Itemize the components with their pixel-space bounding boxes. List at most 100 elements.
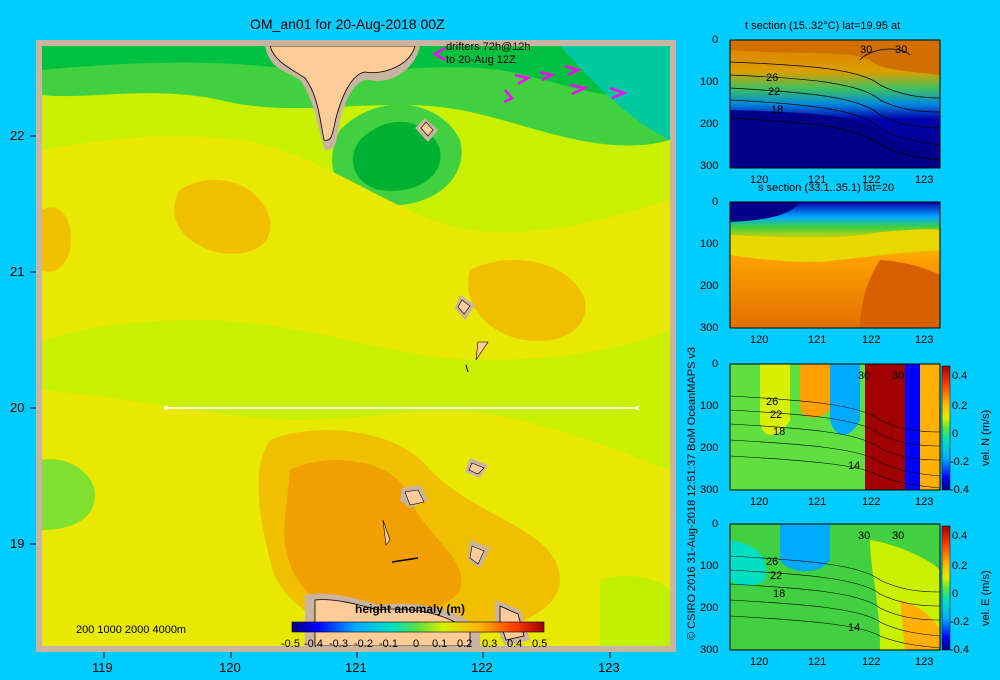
contour-label: 26	[766, 72, 779, 84]
panel-y-tick: 300	[700, 322, 719, 334]
panel-y-tick: 200	[700, 118, 719, 130]
contour-label: 30	[895, 44, 908, 56]
colorbar-tick: -0.1	[379, 638, 398, 650]
map-y-tick: 19	[10, 536, 25, 551]
vel-n-colorbar-tick: 0	[952, 428, 959, 440]
vel-n-colorbar	[941, 365, 951, 491]
panel-x-tick: 122	[862, 656, 881, 668]
panel-y-tick: 100	[700, 76, 719, 88]
contour-label: 18	[771, 104, 784, 116]
panel-x-tick: 123	[915, 656, 934, 668]
colorbar-tick: 0.1	[432, 638, 448, 650]
s-section-title: s section (33.1..35.1) lat=20	[758, 182, 895, 194]
vel-n-colorbar-tick: -0.2	[950, 456, 969, 468]
contour-label: 30	[892, 370, 905, 382]
map-x-tick: 120	[219, 660, 241, 675]
panel-y-tick: 0	[712, 196, 719, 208]
colorbar-tick: 0.2	[457, 638, 473, 650]
map-ticks	[30, 135, 611, 658]
vel-e-colorbar-tick: 0	[952, 588, 959, 600]
panel-x-tick: 122	[862, 496, 881, 508]
vel-n-colorbar-tick: 0.2	[952, 400, 968, 412]
contour-label: 30	[858, 530, 871, 542]
s-section-panel	[729, 201, 941, 329]
panel-x-tick: 123	[915, 174, 934, 186]
panel-x-tick: 121	[808, 334, 827, 346]
colorbar-tick: 0.4	[507, 638, 523, 650]
colorbar-tick: -0.2	[354, 638, 373, 650]
vel-e-colorbar-tick: 0.2	[952, 560, 968, 572]
t-section-panel	[729, 39, 941, 169]
contour-label: 30	[858, 370, 871, 382]
map-x-tick: 119	[92, 660, 113, 675]
panel-x-tick: 123	[915, 334, 934, 346]
map-y-tick: 20	[10, 400, 25, 415]
panel-x-tick: 120	[750, 496, 769, 508]
panel-x-tick: 120	[750, 174, 769, 186]
contour-label: 30	[892, 530, 905, 542]
height-anomaly-colorbar	[291, 621, 545, 633]
contour-label: 14	[848, 460, 861, 472]
colorbar-tick: -0.3	[329, 638, 348, 650]
contour-label: 26	[766, 396, 779, 408]
map-y-tick: 22	[10, 128, 25, 143]
panel-y-tick: 300	[700, 160, 719, 172]
map-y-tick: 21	[10, 264, 25, 279]
contour-label: 14	[848, 622, 861, 634]
panel-y-tick: 100	[700, 560, 719, 572]
map-x-tick: 121	[345, 660, 367, 675]
depth-legend: 200 1000 2000 4000m	[76, 624, 187, 636]
t-section-title: t section (15..32°C) lat=19.95 at	[745, 20, 901, 32]
panel-y-tick: 0	[712, 518, 719, 530]
colorbar-tick: -0.5	[281, 638, 300, 650]
contour-label: 22	[770, 409, 783, 421]
panel-y-tick: 100	[700, 400, 719, 412]
vel-n-colorbar-tick: -0.4	[950, 484, 969, 496]
vel-n-colorbar-tick: 0.4	[952, 370, 968, 382]
height-anomaly-field	[42, 46, 670, 646]
drifter-label: drifters 72h@12h	[446, 41, 531, 53]
contour-label: 22	[768, 86, 781, 98]
colorbar-tick: 0	[413, 638, 420, 650]
map-title: OM_an01 for 20-Aug-2018 00Z	[250, 16, 445, 32]
panel-x-tick: 121	[808, 656, 827, 668]
map-panel	[30, 40, 676, 658]
vel-e-section-panel	[729, 523, 951, 651]
panel-y-tick: 300	[700, 484, 719, 496]
vel-e-colorbar	[941, 525, 951, 651]
vel-e-colorbar-tick: 0.4	[952, 530, 968, 542]
panel-y-tick: 200	[700, 280, 719, 292]
vel-n-section-panel	[729, 363, 951, 491]
panel-y-tick: 0	[712, 358, 719, 370]
contour-label: 22	[770, 570, 783, 582]
panel-x-tick: 123	[915, 496, 934, 508]
colorbar-tick: 0.5	[532, 638, 548, 650]
panel-x-tick: 122	[862, 334, 881, 346]
panel-x-tick: 120	[750, 334, 769, 346]
contour-label: 18	[773, 588, 786, 600]
map-x-tick: 122	[471, 660, 493, 675]
map-x-tick: 123	[598, 660, 620, 675]
contour-label: 30	[860, 44, 873, 56]
panel-x-tick: 120	[750, 656, 769, 668]
contour-label: 26	[766, 556, 779, 568]
credit-text: © CSIRO 2016 31-Aug-2018 12:51:37 BoM Oc…	[686, 346, 698, 640]
vel-e-colorbar-label: vel. E (m/s)	[980, 570, 992, 626]
panel-y-tick: 200	[700, 602, 719, 614]
panel-y-tick: 200	[700, 442, 719, 454]
colorbar-tick: 0.3	[482, 638, 498, 650]
drifter-label: to 20-Aug 12Z	[446, 54, 516, 66]
vel-e-colorbar-tick: -0.2	[950, 616, 969, 628]
vel-n-colorbar-label: vel. N (m/s)	[980, 409, 992, 466]
colorbar-tick: -0.4	[304, 638, 323, 650]
panel-x-tick: 122	[862, 174, 881, 186]
panel-x-tick: 121	[808, 496, 827, 508]
panel-y-tick: 300	[700, 644, 719, 656]
panel-x-tick: 121	[808, 174, 827, 186]
contour-label: 18	[773, 426, 786, 438]
drifter-arrows	[432, 46, 628, 104]
panel-y-tick: 0	[712, 34, 719, 46]
vel-e-colorbar-tick: -0.4	[950, 644, 969, 656]
panel-y-tick: 100	[700, 238, 719, 250]
